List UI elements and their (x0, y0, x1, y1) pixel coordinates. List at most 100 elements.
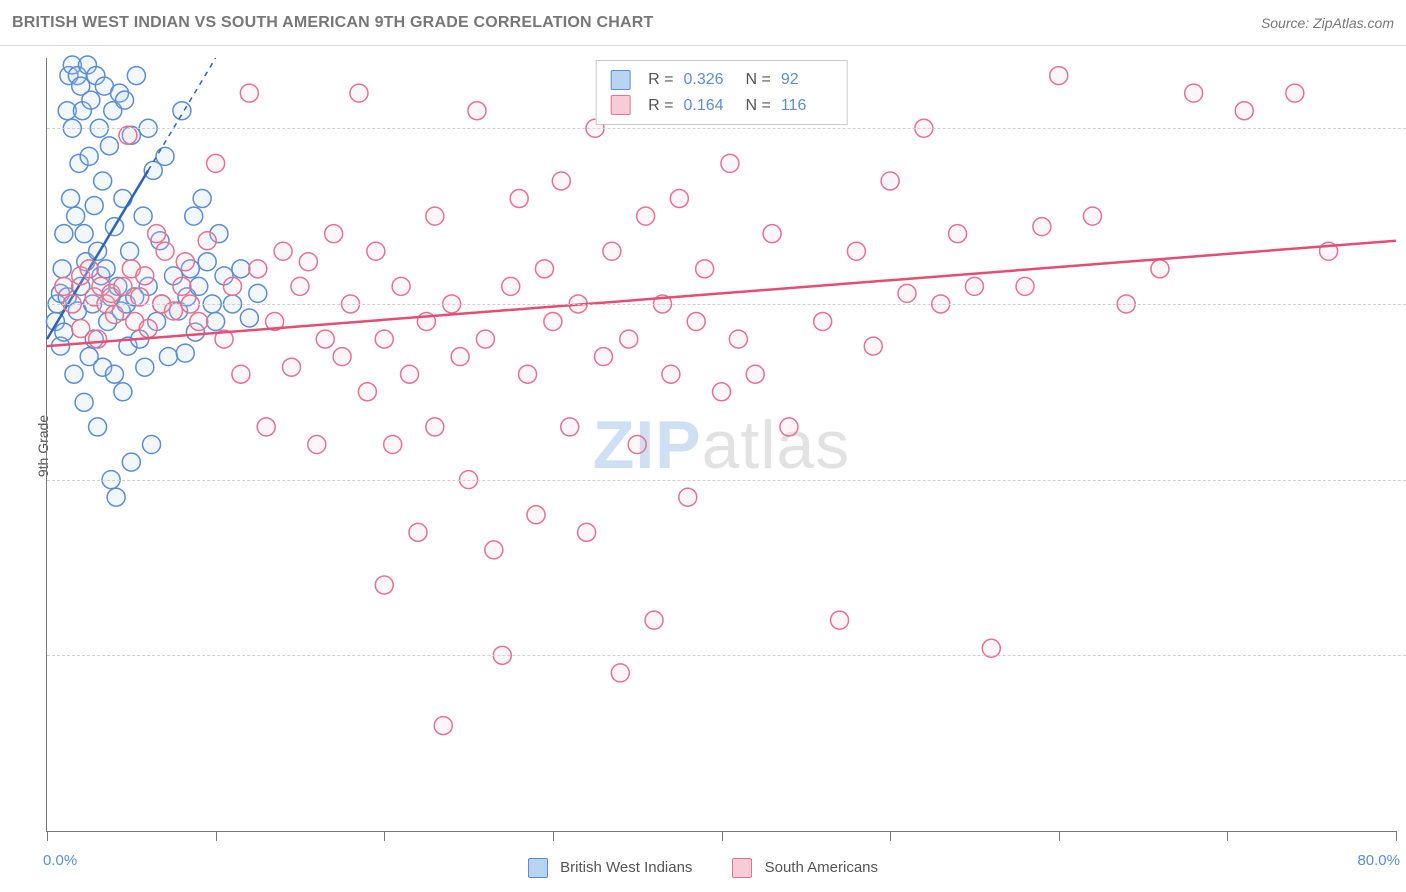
scatter-point (173, 277, 191, 295)
scatter-point (746, 365, 764, 383)
scatter-point (502, 277, 520, 295)
chart-svg (47, 58, 1396, 831)
scatter-point (100, 137, 118, 155)
scatter-point (148, 225, 166, 243)
scatter-point (763, 225, 781, 243)
swatch-icon (610, 70, 630, 90)
swatch-icon (610, 95, 630, 115)
x-tick (890, 831, 891, 841)
swatch-icon (732, 858, 752, 878)
scatter-point (603, 242, 621, 260)
scatter-point (611, 664, 629, 682)
scatter-point (519, 365, 537, 383)
scatter-point (105, 305, 123, 323)
scatter-point (1185, 84, 1203, 102)
x-tick (1396, 831, 1397, 841)
x-tick (216, 831, 217, 841)
scatter-point (121, 242, 139, 260)
scatter-point (72, 320, 90, 338)
x-tick (722, 831, 723, 841)
scatter-point (729, 330, 747, 348)
scatter-point (1151, 260, 1169, 278)
scatter-point (116, 91, 134, 109)
scatter-point (240, 84, 258, 102)
source-label: Source: ZipAtlas.com (1261, 15, 1394, 31)
scatter-point (1033, 218, 1051, 236)
scatter-point (696, 260, 714, 278)
scatter-point (127, 67, 145, 85)
scatter-point (198, 253, 216, 271)
scatter-point (358, 383, 376, 401)
scatter-point (1286, 84, 1304, 102)
scatter-point (814, 313, 832, 331)
n-value: 92 (781, 67, 833, 93)
scatter-point (451, 348, 469, 366)
gridline (47, 655, 1406, 656)
scatter-point (89, 418, 107, 436)
scatter-point (159, 348, 177, 366)
scatter-point (679, 488, 697, 506)
scatter-point (426, 418, 444, 436)
scatter-point (350, 84, 368, 102)
scatter-point (80, 260, 98, 278)
x-end-label: 80.0% (1357, 852, 1400, 869)
swatch-icon (528, 858, 548, 878)
series-legend: British West Indians South Americans (528, 858, 878, 878)
scatter-point (82, 91, 100, 109)
correlation-row: R = 0.326 N = 92 (610, 67, 833, 93)
scatter-point (198, 232, 216, 250)
scatter-point (831, 611, 849, 629)
scatter-point (468, 102, 486, 120)
correlation-row: R = 0.164 N = 116 (610, 93, 833, 119)
scatter-point (65, 365, 83, 383)
scatter-point (207, 313, 225, 331)
scatter-point (274, 242, 292, 260)
scatter-point (232, 260, 250, 278)
scatter-point (67, 207, 85, 225)
scatter-point (713, 383, 731, 401)
scatter-point (552, 172, 570, 190)
scatter-point (53, 260, 71, 278)
scatter-point (94, 172, 112, 190)
y-tick-label: 85.0% (1400, 647, 1406, 664)
gridline (47, 304, 1406, 305)
scatter-point (75, 225, 93, 243)
scatter-point (185, 207, 203, 225)
y-tick-label: 90.0% (1400, 471, 1406, 488)
r-label: R = (648, 93, 673, 119)
r-value: 0.164 (684, 93, 736, 119)
scatter-point (176, 344, 194, 362)
legend-item: British West Indians (528, 858, 692, 878)
r-label: R = (648, 67, 673, 93)
n-value: 116 (781, 93, 833, 119)
scatter-point (898, 284, 916, 302)
r-value: 0.326 (684, 67, 736, 93)
scatter-point (223, 277, 241, 295)
scatter-point (114, 383, 132, 401)
scatter-point (434, 717, 452, 735)
scatter-point (662, 365, 680, 383)
scatter-point (949, 225, 967, 243)
scatter-point (325, 225, 343, 243)
scatter-point (240, 309, 258, 327)
scatter-point (375, 330, 393, 348)
scatter-point (291, 277, 309, 295)
scatter-point (670, 190, 688, 208)
x-tick (1059, 831, 1060, 841)
scatter-point (299, 253, 317, 271)
gridline (47, 480, 1406, 481)
n-label: N = (746, 93, 771, 119)
y-tick-label: 95.0% (1400, 295, 1406, 312)
scatter-point (134, 207, 152, 225)
scatter-point (476, 330, 494, 348)
scatter-point (114, 190, 132, 208)
scatter-point (193, 190, 211, 208)
scatter-point (375, 576, 393, 594)
scatter-point (780, 418, 798, 436)
scatter-point (628, 436, 646, 454)
n-label: N = (746, 67, 771, 93)
scatter-point (409, 523, 427, 541)
scatter-point (176, 253, 194, 271)
scatter-point (190, 313, 208, 331)
scatter-point (594, 348, 612, 366)
